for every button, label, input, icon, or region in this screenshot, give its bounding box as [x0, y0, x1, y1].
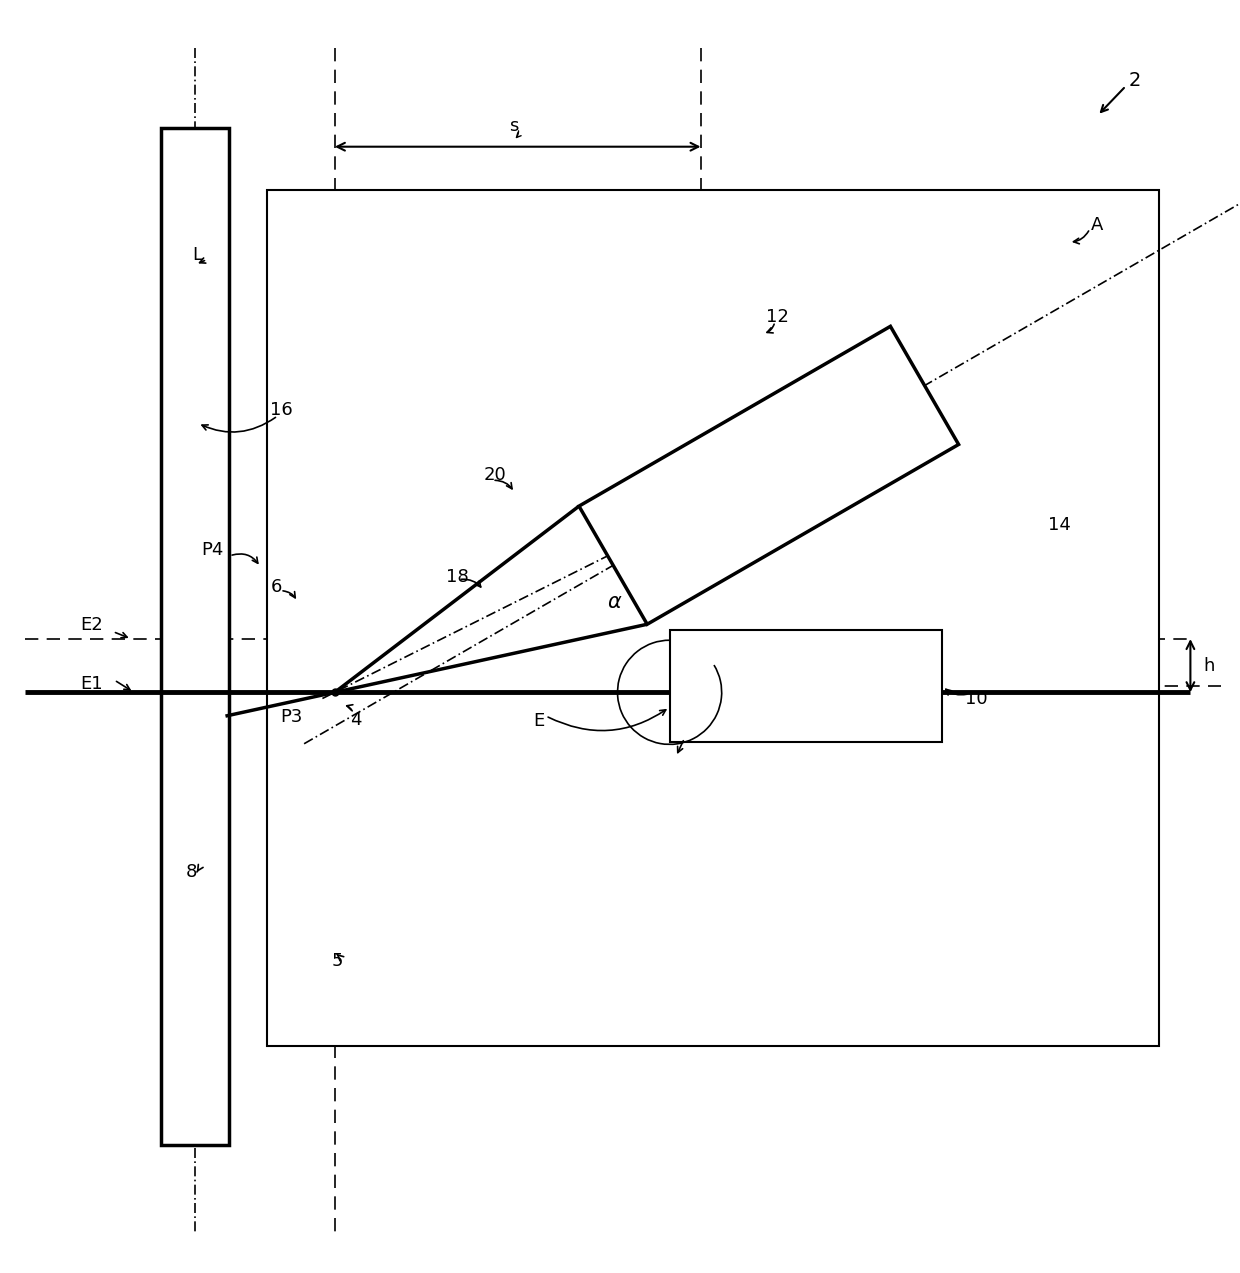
- Text: 5: 5: [331, 952, 342, 970]
- Text: 8: 8: [186, 863, 197, 881]
- Bar: [670, 630, 942, 742]
- Text: E2: E2: [81, 616, 103, 634]
- Text: E1: E1: [81, 675, 103, 693]
- Text: 14: 14: [1048, 516, 1070, 533]
- Text: 2: 2: [1128, 71, 1141, 90]
- Text: A: A: [1091, 216, 1104, 234]
- Text: 18: 18: [446, 568, 469, 586]
- Text: 4: 4: [350, 710, 361, 728]
- Text: L: L: [192, 246, 202, 264]
- Text: 12: 12: [766, 308, 789, 326]
- Text: h: h: [1203, 657, 1215, 675]
- Text: E: E: [533, 712, 544, 729]
- Text: 6: 6: [270, 578, 281, 596]
- Text: 16: 16: [270, 401, 293, 419]
- Bar: [267, 190, 1159, 1045]
- Text: P3: P3: [280, 708, 303, 726]
- Text: 10: 10: [965, 690, 987, 708]
- Bar: [161, 129, 229, 1144]
- Polygon shape: [579, 326, 959, 624]
- Text: 20: 20: [484, 466, 506, 484]
- Text: α: α: [608, 592, 621, 612]
- Text: s: s: [508, 117, 518, 135]
- Text: P4: P4: [201, 541, 223, 559]
